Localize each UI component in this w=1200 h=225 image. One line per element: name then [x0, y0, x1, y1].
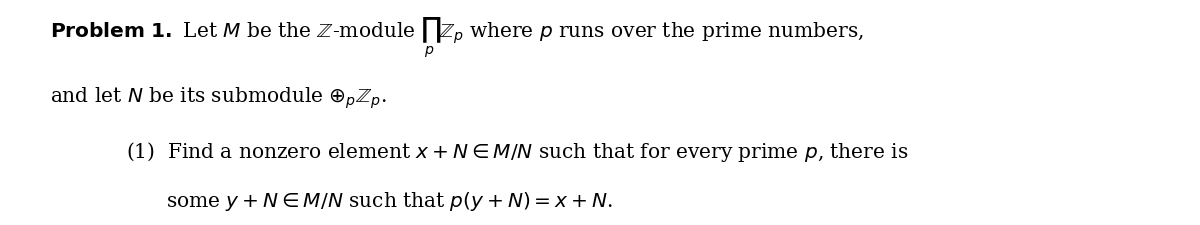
Text: (1)  Find a nonzero element $x + N \in M/N$ such that for every prime $p$, there: (1) Find a nonzero element $x + N \in M/… [126, 140, 908, 163]
Text: and let $N$ be its submodule $\oplus_p\mathbb{Z}_p$.: and let $N$ be its submodule $\oplus_p\m… [50, 86, 388, 111]
Text: some $y + N \in M/N$ such that $p(y + N) = x + N$.: some $y + N \in M/N$ such that $p(y + N)… [166, 189, 612, 212]
Text: $\mathbf{Problem\ 1.}$ Let $M$ be the $\mathbb{Z}$-module $\prod_p \mathbb{Z}_p$: $\mathbf{Problem\ 1.}$ Let $M$ be the $\… [50, 16, 864, 60]
